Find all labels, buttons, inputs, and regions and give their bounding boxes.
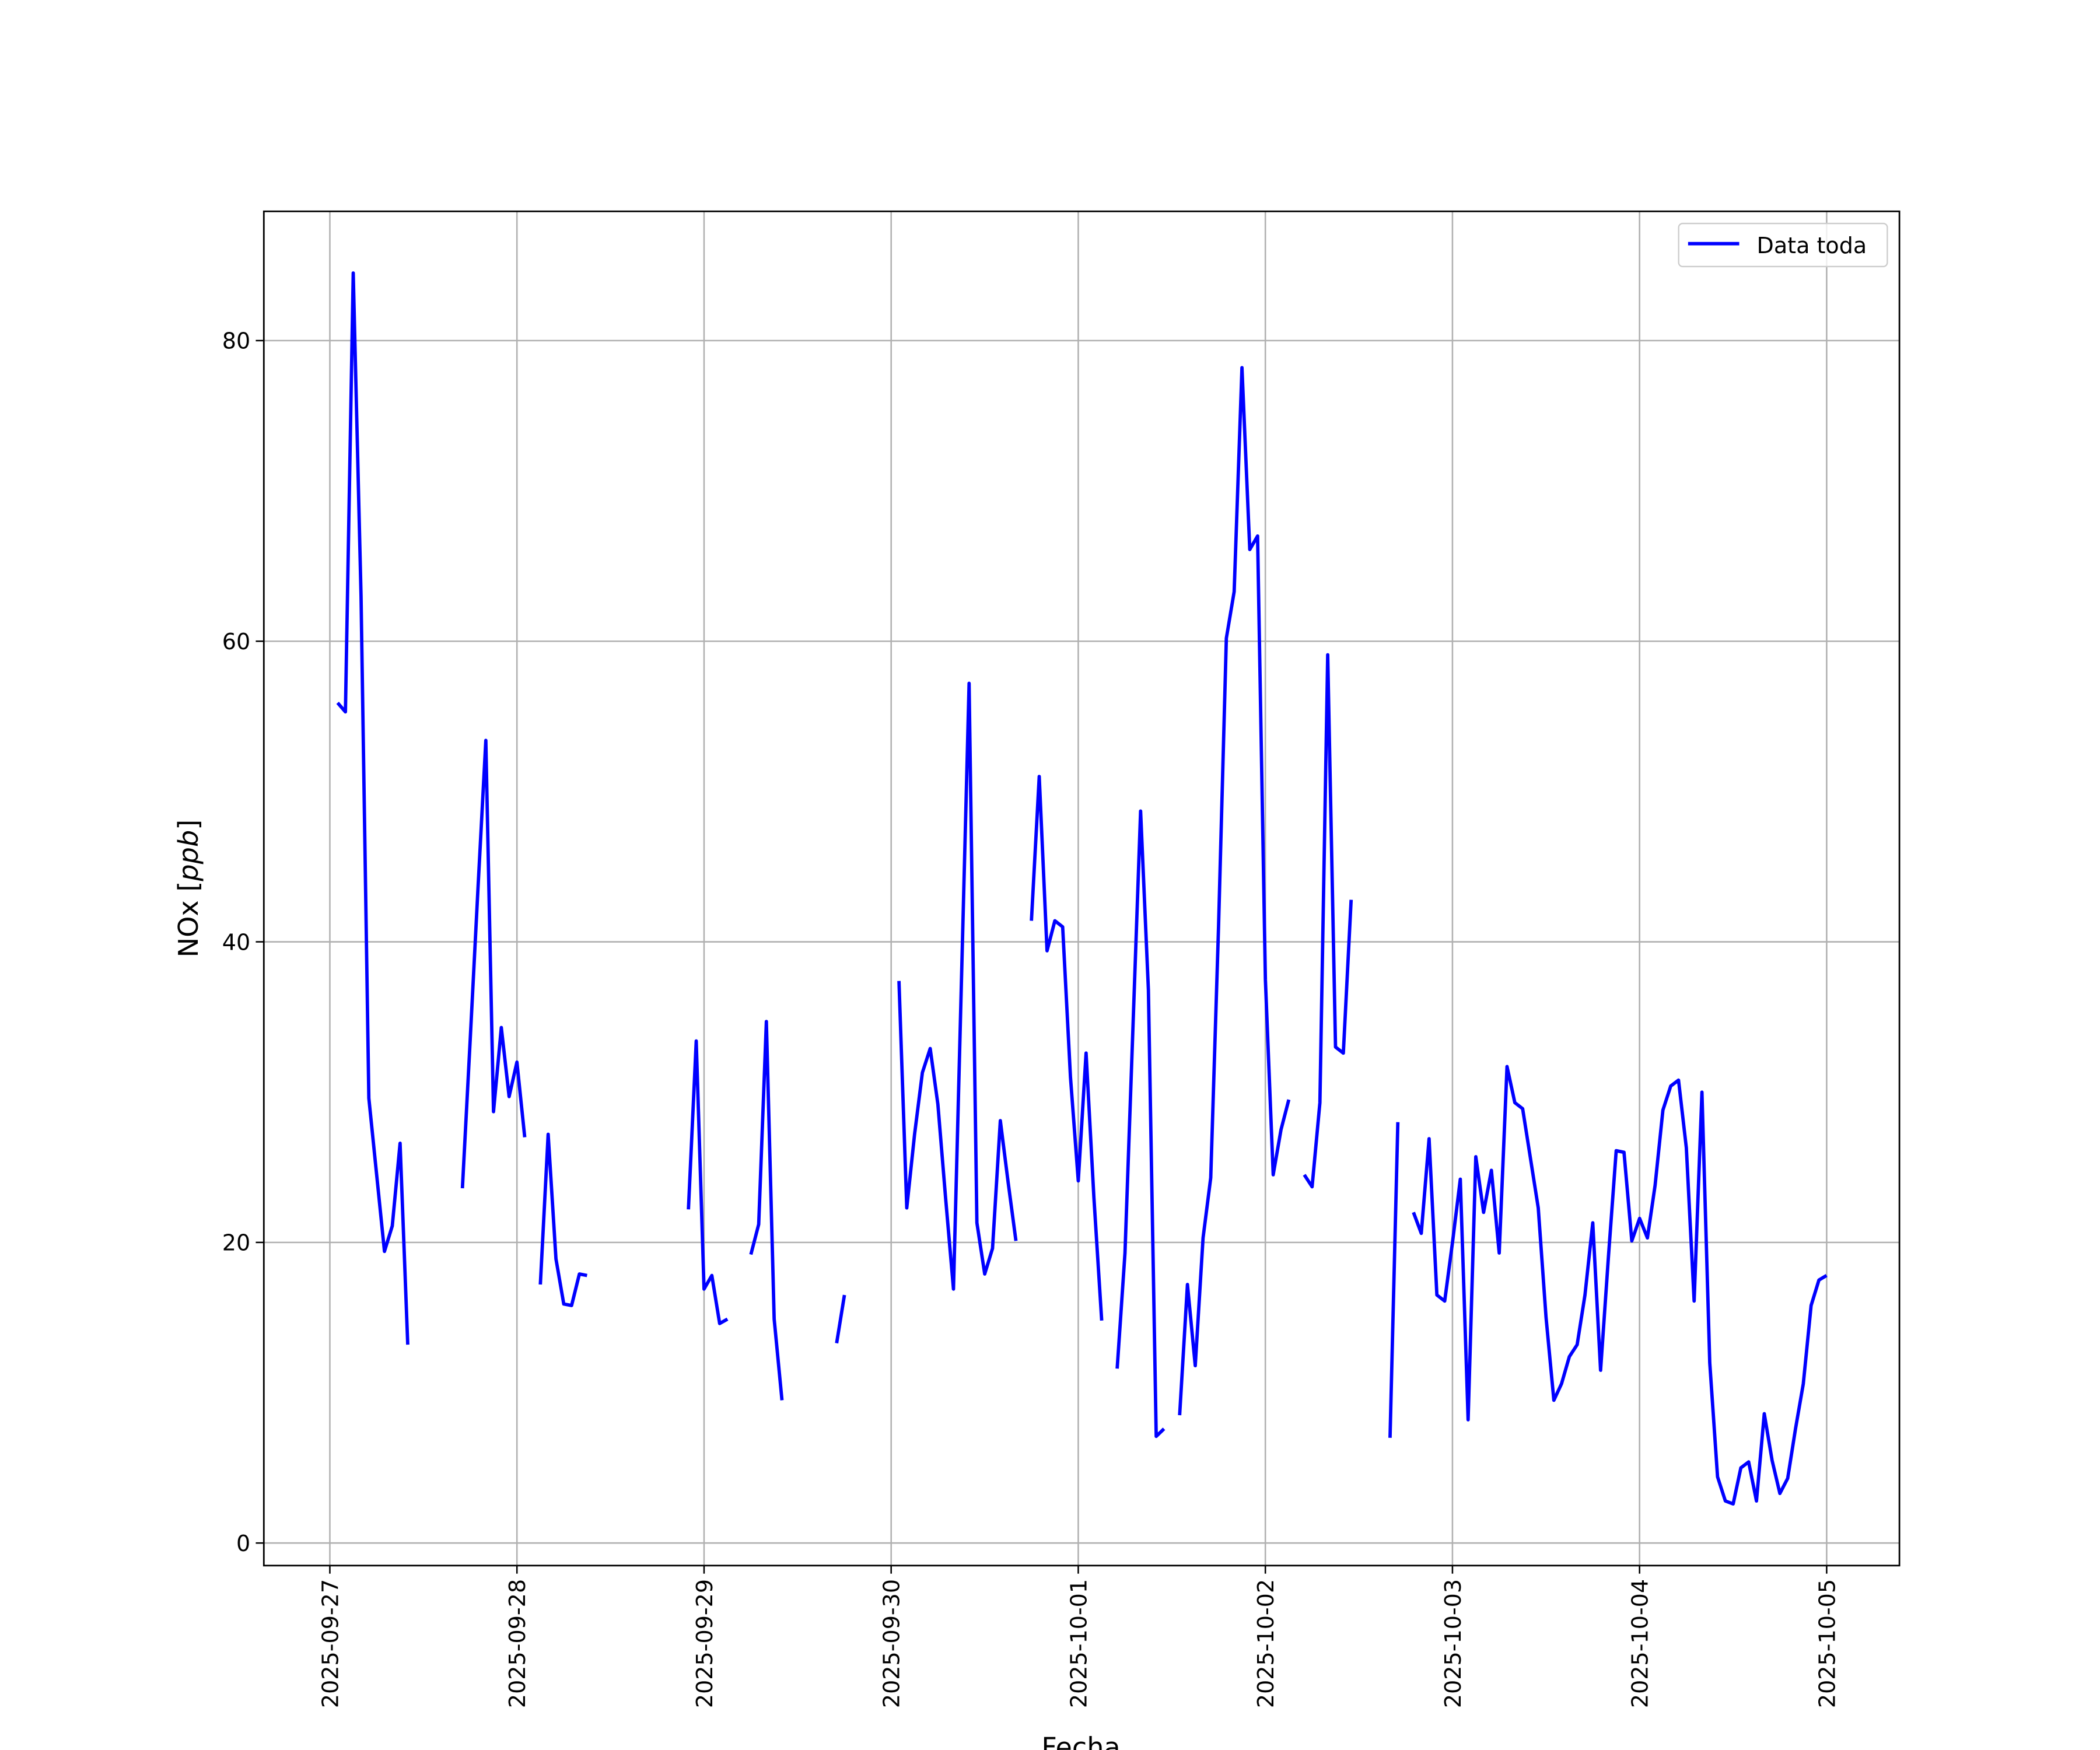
legend-label: Data toda xyxy=(1757,233,1867,258)
series-line-segment xyxy=(835,1294,846,1344)
x-axis-ticks: 2025-09-27 2025-09-28 2025-09-29 2025-09-30… xyxy=(317,1565,1840,1708)
x-tick-label: 2025-09-29 xyxy=(692,1579,718,1708)
series-line-segment xyxy=(538,1132,587,1307)
x-axis-label: Fecha xyxy=(1041,1732,1120,1750)
y-axis-label-unit: ppb xyxy=(173,830,204,882)
series-line-segment xyxy=(1388,1122,1400,1438)
series-lines xyxy=(336,271,1828,1506)
x-tick-label: 2025-09-28 xyxy=(505,1579,530,1708)
legend: Data toda xyxy=(1678,222,1888,268)
y-axis-label-prefix: NOx [ xyxy=(173,881,204,958)
y-tick-label: 20 xyxy=(222,1230,250,1256)
y-tick-label: 60 xyxy=(222,629,250,654)
axes-frame xyxy=(262,210,1901,1567)
series-line-segment xyxy=(1303,653,1353,1189)
y-axis-ticks: 0 20 40 60 80 xyxy=(222,328,264,1556)
x-tick-label: 2025-10-05 xyxy=(1814,1579,1840,1708)
x-tick-label: 2025-10-04 xyxy=(1628,1579,1653,1708)
series-line-segment xyxy=(1412,1065,1828,1506)
series-line-segment xyxy=(1030,775,1104,1321)
series-line-segment xyxy=(897,681,1018,1291)
grid xyxy=(264,211,1900,1566)
series-line-segment xyxy=(1178,366,1291,1416)
y-axis-label: NOx [ppb] xyxy=(173,820,204,958)
x-tick-label: 2025-09-30 xyxy=(879,1579,905,1708)
x-tick-label: 2025-10-03 xyxy=(1440,1579,1466,1708)
series-line-segment xyxy=(749,1020,784,1401)
x-tick-label: 2025-10-02 xyxy=(1253,1579,1279,1708)
y-axis-label-suffix: ] xyxy=(173,820,204,830)
y-tick-label: 40 xyxy=(222,929,250,955)
legend-box xyxy=(1678,222,1888,268)
y-tick-label: 0 xyxy=(236,1531,250,1556)
series-line-segment xyxy=(687,1039,729,1325)
x-tick-label: 2025-10-01 xyxy=(1066,1579,1091,1708)
x-tick-label: 2025-09-27 xyxy=(317,1579,343,1708)
series-line-segment xyxy=(1115,809,1166,1438)
series-line-segment xyxy=(336,271,410,1345)
y-tick-label: 80 xyxy=(222,328,250,354)
series-line-segment xyxy=(460,738,527,1189)
